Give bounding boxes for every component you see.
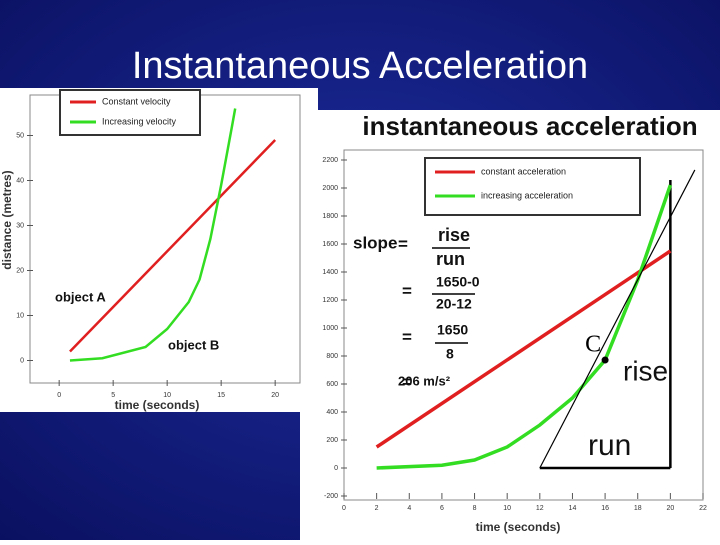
annotation: 8 <box>446 346 454 362</box>
annotation: rise <box>623 355 668 386</box>
annotation: run <box>436 249 465 269</box>
y-tick-label: 30 <box>16 222 24 229</box>
y-axis-label: distance (metres) <box>0 170 14 269</box>
annotation: 206 m/s² <box>398 373 451 388</box>
annotation: run <box>588 429 631 462</box>
annotation: = <box>398 234 408 253</box>
y-tick-label: 1800 <box>322 213 338 220</box>
left-plot <box>29 94 301 384</box>
chart-title: instantaneous acceleration <box>362 111 697 141</box>
annotation: 1650-0 <box>436 274 480 290</box>
legend-label: increasing acceleration <box>481 190 573 200</box>
x-tick-label: 5 <box>111 392 115 399</box>
legend-label: Constant velocity <box>102 96 171 106</box>
x-tick-label: 4 <box>407 505 411 512</box>
annotation: 1650 <box>437 322 468 338</box>
x-tick-label: 18 <box>634 505 642 512</box>
x-axis-label: time (seconds) <box>115 398 200 412</box>
x-tick-label: 0 <box>57 392 61 399</box>
annotation: slope <box>353 233 397 252</box>
annotation: object A <box>55 289 106 304</box>
y-tick-label: -200 <box>324 493 338 500</box>
annotation: = <box>402 327 412 346</box>
y-tick-label: 1000 <box>322 325 338 332</box>
series-line <box>375 249 672 449</box>
y-tick-label: 1600 <box>322 241 338 248</box>
x-tick-label: 2 <box>375 505 379 512</box>
y-tick-label: 400 <box>326 409 338 416</box>
x-tick-label: 12 <box>536 505 544 512</box>
legend-label: constant acceleration <box>481 166 566 176</box>
x-tick-label: 16 <box>601 505 609 512</box>
series-line <box>69 108 237 362</box>
annotation: = <box>402 281 412 300</box>
y-tick-label: 2200 <box>322 157 338 164</box>
y-tick-label: 1200 <box>322 297 338 304</box>
y-tick-label: 800 <box>326 353 338 360</box>
x-tick-label: 8 <box>473 505 477 512</box>
x-tick-label: 0 <box>342 505 346 512</box>
y-tick-label: 20 <box>16 267 24 274</box>
x-tick-label: 20 <box>666 505 674 512</box>
y-tick-label: 2000 <box>322 185 338 192</box>
y-tick-label: 10 <box>16 312 24 319</box>
annotation: 20-12 <box>436 296 472 312</box>
annotation: = <box>402 372 412 391</box>
x-tick-label: 20 <box>271 392 279 399</box>
x-tick-label: 6 <box>440 505 444 512</box>
y-tick-label: 0 <box>20 357 24 364</box>
y-tick-label: 40 <box>16 177 24 184</box>
x-tick-label: 22 <box>699 505 707 512</box>
y-tick-label: 0 <box>334 465 338 472</box>
series-line <box>376 184 673 470</box>
tangent <box>539 169 696 469</box>
x-tick-label: 10 <box>163 392 171 399</box>
slide-title: Instantaneous Acceleration <box>132 45 588 87</box>
x-tick-label: 14 <box>569 505 577 512</box>
fraction-bars <box>432 247 475 344</box>
x-axis-label: time (seconds) <box>476 520 561 534</box>
point <box>601 356 609 364</box>
annotation: rise <box>438 225 470 245</box>
legend-box <box>424 157 641 216</box>
point-label: C <box>585 332 601 358</box>
annotation: object B <box>168 337 219 352</box>
legend-box <box>59 89 201 136</box>
y-tick-label: 600 <box>326 381 338 388</box>
x-tick-label: 10 <box>503 505 511 512</box>
legend-label: Increasing velocity <box>102 116 177 126</box>
y-tick-label: 200 <box>326 437 338 444</box>
x-tick-label: 15 <box>217 392 225 399</box>
y-tick-label: 1400 <box>322 269 338 276</box>
y-tick-label: 50 <box>16 132 24 139</box>
series-line <box>69 139 277 353</box>
